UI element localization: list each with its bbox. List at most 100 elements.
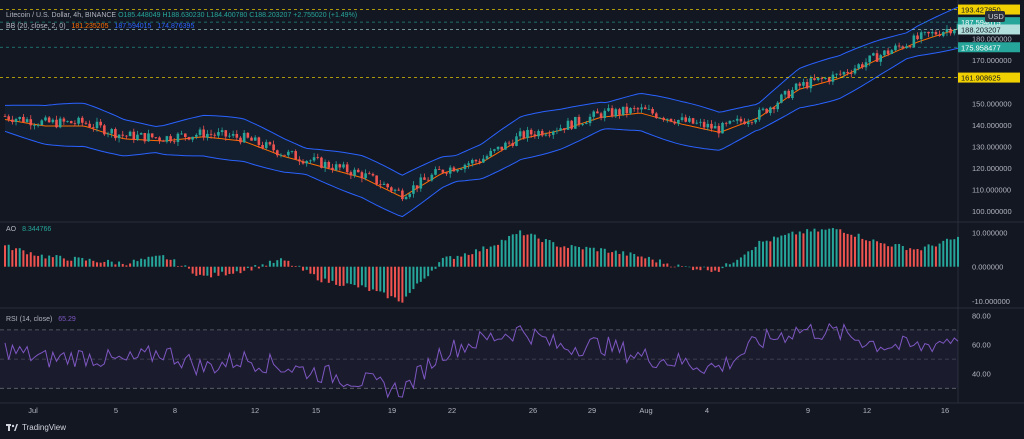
candle-body	[526, 129, 529, 139]
ao-bar	[544, 239, 547, 267]
ao-bar	[371, 266, 374, 290]
footer: TradingView	[6, 423, 66, 432]
ao-value: 8.344766	[22, 226, 52, 233]
candle-body	[529, 129, 533, 135]
ao-bar	[81, 257, 84, 267]
candle-body	[894, 45, 897, 51]
rsi-legend[interactable]: RSI (14, close) 65.29	[6, 316, 76, 323]
ao-bar	[872, 239, 875, 267]
ao-bar	[165, 259, 168, 267]
ao-label: AO	[6, 226, 17, 233]
candle-body	[84, 122, 88, 124]
ao-bar	[931, 245, 934, 267]
ao-bar	[776, 237, 779, 267]
ao-bar	[210, 266, 213, 278]
ao-bar	[500, 239, 503, 267]
ao-bar	[427, 266, 430, 277]
ao-bar	[846, 233, 849, 267]
candle-body	[577, 116, 581, 125]
candle-body	[735, 118, 739, 121]
candle-body	[787, 90, 791, 99]
ao-bar	[397, 266, 400, 302]
symbol-header[interactable]: Litecoin / U.S. Dollar, 4h, BINANCE O185…	[6, 12, 357, 19]
candle-body	[765, 108, 768, 114]
candle-body	[879, 55, 883, 62]
candle-body	[515, 136, 518, 146]
ao-bar	[912, 249, 915, 267]
candle-body	[371, 173, 375, 176]
candle-body	[688, 118, 691, 122]
candle-body	[158, 137, 161, 141]
candle-body	[110, 129, 114, 134]
candle-body	[581, 124, 584, 125]
ao-bar	[438, 262, 441, 267]
candle-body	[791, 89, 794, 99]
candle-body	[235, 134, 239, 138]
ao-bar	[758, 240, 761, 267]
symbol-title[interactable]: Litecoin / U.S. Dollar, 4h, BINANCE	[6, 12, 117, 19]
ao-bar	[945, 238, 948, 267]
ao-bar	[169, 259, 172, 267]
ao-bar	[736, 259, 739, 267]
candle-body	[868, 55, 871, 63]
candle-body	[857, 64, 860, 69]
ao-bar	[923, 246, 926, 267]
ohlc-open: O185.448049	[118, 12, 161, 19]
candle-body	[654, 113, 658, 118]
ao-bar	[246, 266, 249, 268]
candle-body	[537, 130, 540, 137]
candle-body	[673, 121, 676, 124]
ao-tick-label: 0.000000	[972, 263, 1003, 272]
ao-bar	[622, 251, 625, 267]
candle-body	[264, 142, 268, 149]
candle-body	[662, 117, 665, 120]
candle-body	[562, 128, 566, 130]
ao-bar	[530, 233, 533, 267]
ao-bar	[88, 258, 91, 267]
rsi-tick-label: 60.00	[972, 341, 991, 350]
ao-bar	[408, 266, 411, 293]
candle-body	[872, 53, 875, 56]
candle-body	[301, 161, 305, 164]
candle-body	[99, 121, 102, 126]
ao-bar	[268, 260, 271, 267]
bb-legend[interactable]: BB (20, close, 2, 0) 181.235205 187.5940…	[6, 23, 194, 30]
ao-bar	[180, 265, 183, 267]
ao-bar	[70, 260, 73, 267]
price-badge-4	[958, 72, 1020, 83]
time-tick-label: 26	[529, 406, 537, 415]
ao-bar	[824, 229, 827, 267]
ao-bar	[817, 231, 820, 267]
bb-basis-value: 181.235205	[71, 23, 109, 30]
candle-body	[908, 46, 912, 48]
ao-bar	[883, 243, 886, 267]
ao-bar	[430, 266, 433, 271]
ao-bar	[938, 243, 941, 267]
candle-body	[610, 108, 614, 117]
candle-body	[419, 177, 423, 189]
candle-body	[423, 177, 426, 180]
price-badge-0	[958, 4, 1020, 15]
candle-body	[555, 130, 559, 132]
ao-bar	[202, 266, 205, 276]
candle-body	[658, 117, 662, 119]
candle-body	[220, 130, 224, 133]
candle-body	[128, 131, 132, 137]
candle-body	[596, 111, 599, 114]
ao-bar	[828, 228, 831, 267]
ao-bar	[382, 266, 385, 293]
bb-lower-line	[4, 47, 959, 218]
ao-bar	[629, 252, 632, 267]
ao-bar	[725, 263, 728, 267]
ao-bar	[894, 244, 897, 267]
ao-legend[interactable]: AO 8.344766	[6, 226, 51, 233]
ao-bar	[570, 245, 573, 267]
ao-bar	[394, 266, 397, 298]
time-tick-label: 22	[448, 406, 456, 415]
ao-bar	[934, 246, 937, 267]
candle-body	[448, 167, 452, 174]
ao-bar	[647, 256, 650, 267]
price-tick-label: 140.000000	[972, 121, 1012, 130]
ao-bar	[842, 232, 845, 267]
